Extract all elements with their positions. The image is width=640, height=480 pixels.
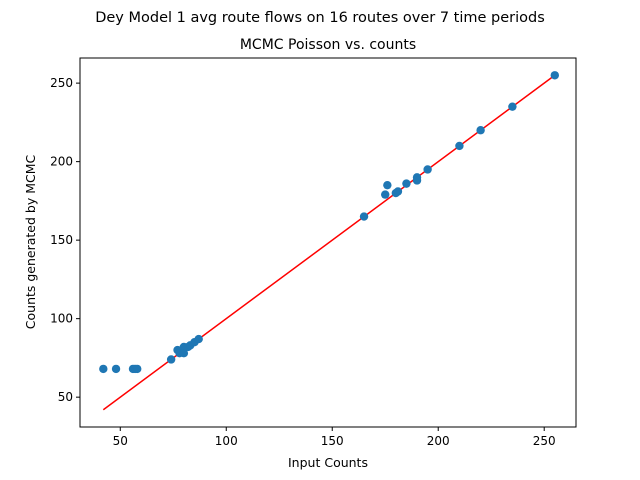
data-point xyxy=(194,334,203,344)
data-point xyxy=(166,355,176,364)
y-tick-label: 250 xyxy=(50,76,73,90)
plot-frame xyxy=(79,57,577,428)
x-tick-label: 250 xyxy=(533,434,556,448)
data-point xyxy=(99,364,108,374)
x-tick-label: 50 xyxy=(113,434,128,448)
x-tick-label: 100 xyxy=(215,434,238,448)
chart-title: MCMC Poisson vs. counts xyxy=(240,37,416,53)
x-axis-label: Input Counts xyxy=(288,455,368,470)
data-point xyxy=(133,364,142,374)
y-tick-label: 50 xyxy=(58,390,73,404)
data-point xyxy=(455,141,464,151)
y-tick-label: 100 xyxy=(50,312,73,326)
data-point xyxy=(412,176,422,185)
data-point xyxy=(550,71,560,80)
figure-suptitle: Dey Model 1 avg route flows on 16 routes… xyxy=(95,10,545,26)
data-point xyxy=(179,349,189,358)
x-axis: 50 100 150 200 250 xyxy=(113,427,556,448)
y-axis: 50 100 150 200 250 xyxy=(50,76,80,404)
data-point xyxy=(393,187,403,196)
data-point xyxy=(476,126,485,135)
data-point xyxy=(359,212,369,221)
y-axis-label: Counts generated by MCMC xyxy=(23,154,38,329)
data-point xyxy=(508,102,517,111)
points-layer xyxy=(99,71,560,374)
data-point xyxy=(383,180,392,190)
x-tick-label: 150 xyxy=(321,434,344,448)
y-tick-label: 150 xyxy=(50,233,73,247)
data-point xyxy=(402,179,411,188)
data-point xyxy=(423,165,432,174)
data-point xyxy=(111,364,121,374)
x-tick-label: 200 xyxy=(427,434,450,448)
data-point xyxy=(381,190,390,199)
y-tick-label: 200 xyxy=(50,155,73,169)
